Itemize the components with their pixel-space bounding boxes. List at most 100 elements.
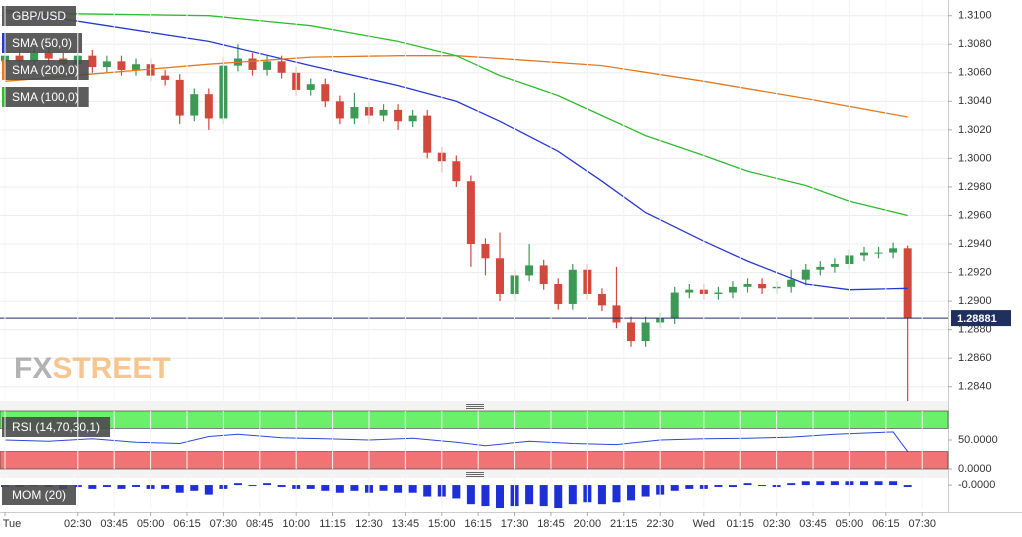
x-tick-label: 16:15	[464, 518, 492, 530]
candle-body	[30, 52, 39, 62]
band	[0, 451, 949, 470]
candle-body	[816, 266, 825, 270]
chart-title: MOM (20)	[2, 485, 76, 505]
candle-body	[88, 55, 97, 68]
bar	[263, 483, 272, 486]
y-tick-label: -0.0000	[958, 479, 995, 491]
y-tick-label: 1.2880	[958, 324, 992, 336]
bar	[758, 485, 767, 487]
candle-body	[670, 292, 679, 319]
x-tick-label: 10:00	[282, 518, 310, 530]
bar	[801, 481, 810, 486]
bar	[379, 485, 388, 491]
candle-body	[554, 283, 563, 304]
y-tick-label: 1.2920	[958, 266, 992, 278]
candle-body	[874, 252, 883, 254]
y-tick-label: 50.0000	[958, 434, 998, 446]
bar	[903, 485, 912, 487]
candle-body	[641, 322, 650, 342]
x-tick-label: Tue	[3, 518, 22, 530]
x-tick-label: 05:00	[137, 518, 165, 530]
candle-body	[248, 58, 257, 70]
y-tick-label: 1.2940	[958, 238, 992, 250]
bar	[423, 485, 432, 497]
candle-body	[714, 292, 723, 294]
bar	[889, 481, 898, 486]
resize-grip[interactable]	[466, 404, 484, 477]
bar	[161, 485, 170, 489]
bar	[568, 485, 577, 505]
candle-body	[743, 283, 752, 287]
candle-body	[321, 84, 330, 102]
x-tick-label: 17:30	[501, 518, 529, 530]
bar	[743, 483, 752, 486]
candle-body	[190, 94, 199, 116]
y-tick-label: 1.2980	[958, 181, 992, 193]
bar	[306, 485, 315, 489]
label-box	[2, 417, 111, 437]
x-tick-label: 07:30	[908, 518, 936, 530]
bar	[816, 481, 825, 486]
candle-body	[44, 52, 53, 59]
candle-body	[204, 94, 213, 119]
legend-swatch	[2, 33, 5, 53]
panel	[0, 410, 952, 470]
bar	[525, 485, 534, 505]
candle-body	[685, 289, 694, 293]
candle-body	[903, 248, 912, 319]
panel	[0, 9, 952, 401]
bar	[496, 485, 505, 508]
legend-entry: SMA (200,0)	[2, 60, 89, 80]
y-tick-label: 1.3000	[958, 152, 992, 164]
bar	[554, 485, 563, 508]
watermark-fx: FX	[14, 352, 52, 385]
x-tick-label: Wed	[693, 518, 715, 530]
chart-title: GBP/USD	[2, 6, 77, 26]
band	[0, 410, 949, 429]
legend-swatch	[2, 87, 5, 107]
label-text: GBP/USD	[12, 9, 66, 23]
bar	[670, 485, 679, 491]
bar	[641, 485, 650, 497]
label-box	[2, 87, 89, 107]
x-tick-label: 20:00	[574, 518, 602, 530]
last-price-box	[951, 310, 1011, 327]
candle-body	[350, 107, 359, 119]
label-box	[2, 485, 76, 505]
candle-body	[568, 269, 577, 304]
label-box	[2, 33, 83, 53]
candle-body	[801, 269, 810, 280]
bar	[277, 485, 286, 487]
watermark: FXSTREET	[14, 352, 171, 385]
x-tick-label: 01:15	[726, 518, 754, 530]
bar	[204, 485, 213, 495]
candle-body	[102, 61, 111, 68]
x-tick-label: 07:30	[210, 518, 238, 530]
legend-entry: SMA (100,0)	[2, 87, 89, 107]
y-tick-label: 0.0000	[958, 463, 992, 475]
candle-body	[496, 258, 505, 294]
label-box	[2, 60, 89, 80]
legend-entry: SMA (50,0)	[2, 33, 83, 53]
bar	[627, 485, 636, 501]
x-tick-label: 03:45	[799, 518, 827, 530]
x-tick-label: 13:45	[392, 518, 420, 530]
y-tick-label: 1.2860	[958, 352, 992, 364]
candle-body	[728, 286, 737, 293]
bar	[190, 485, 199, 491]
candle-body	[423, 115, 432, 153]
sma-line	[4, 9, 908, 291]
bar	[452, 485, 461, 499]
bar	[539, 485, 548, 507]
x-tick-label: 18:45	[537, 518, 565, 530]
bar	[321, 485, 330, 491]
candle-body	[306, 84, 315, 90]
bar	[481, 485, 490, 507]
bar	[408, 485, 417, 493]
candle-body	[830, 264, 839, 267]
candle-body	[277, 61, 286, 73]
candle-body	[889, 248, 898, 253]
chart-title: RSI (14,70,30,1)	[2, 417, 111, 437]
